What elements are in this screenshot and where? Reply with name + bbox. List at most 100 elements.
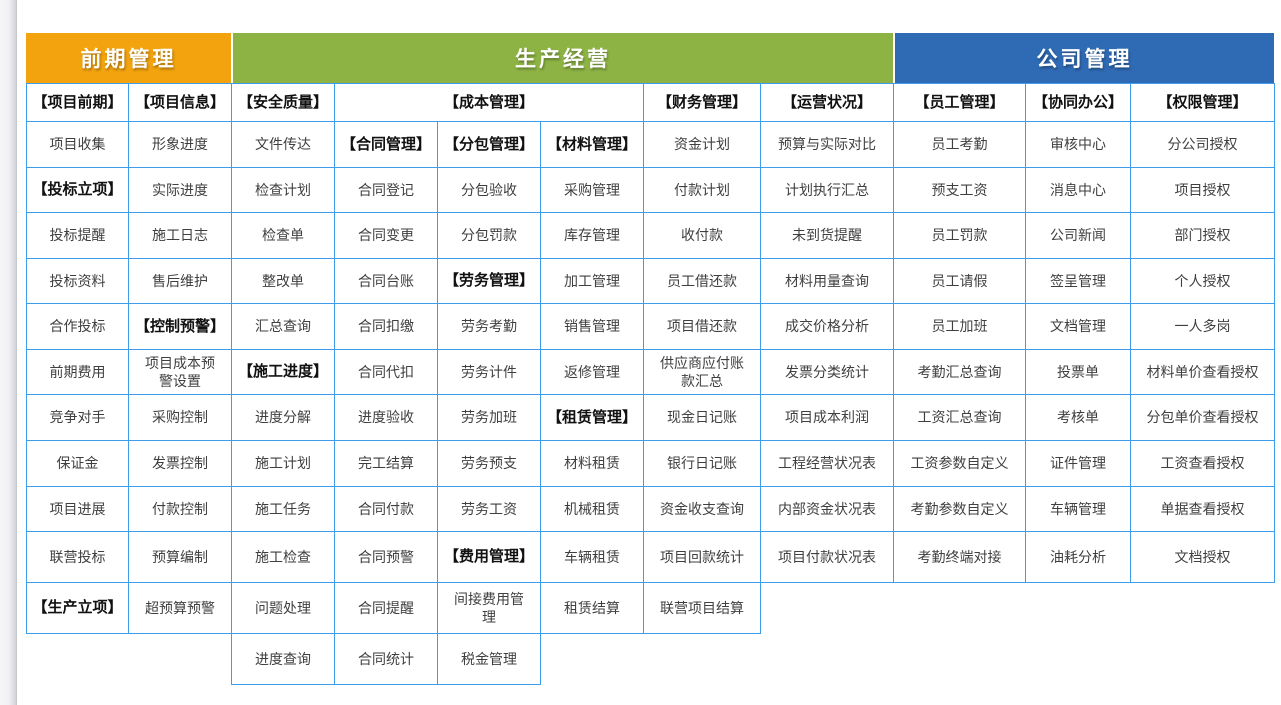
menu-item-cell[interactable]: 项目付款状况表 (760, 531, 894, 583)
menu-item-cell[interactable]: 项目回款统计 (643, 531, 761, 583)
menu-item-cell[interactable]: 劳务加班 (437, 394, 541, 441)
menu-item-cell[interactable]: 付款计划 (643, 167, 761, 213)
menu-item-cell[interactable]: 发票分类统计 (760, 349, 894, 395)
menu-item-cell[interactable]: 销售管理 (540, 303, 644, 350)
menu-item-cell[interactable]: 合同统计 (334, 633, 438, 685)
menu-item-cell[interactable]: 考勤汇总查询 (893, 349, 1026, 395)
menu-item-cell[interactable]: 考勤参数自定义 (893, 486, 1026, 532)
menu-item-cell[interactable]: 收付款 (643, 212, 761, 259)
menu-item-cell[interactable]: 工资查看授权 (1130, 440, 1275, 487)
menu-item-cell[interactable]: 合同付款 (334, 486, 438, 532)
menu-item-cell[interactable]: 材料租赁 (540, 440, 644, 487)
menu-item-cell[interactable]: 工资参数自定义 (893, 440, 1026, 487)
menu-item-cell[interactable]: 个人授权 (1130, 258, 1275, 304)
menu-item-cell[interactable]: 进度验收 (334, 394, 438, 441)
menu-item-cell[interactable]: 现金日记账 (643, 394, 761, 441)
menu-item-cell[interactable]: 油耗分析 (1025, 531, 1131, 583)
menu-item-cell[interactable]: 考核单 (1025, 394, 1131, 441)
menu-item-cell[interactable]: 检查单 (231, 212, 335, 259)
menu-item-cell[interactable]: 保证金 (26, 440, 129, 487)
menu-item-cell[interactable]: 合同登记 (334, 167, 438, 213)
menu-item-cell[interactable]: 预算与实际对比 (760, 121, 894, 168)
menu-item-cell[interactable]: 问题处理 (231, 582, 335, 634)
menu-item-cell[interactable]: 施工计划 (231, 440, 335, 487)
menu-item-cell[interactable]: 员工借还款 (643, 258, 761, 304)
menu-item-cell[interactable]: 整改单 (231, 258, 335, 304)
menu-item-cell[interactable]: 间接费用管理 (437, 582, 541, 634)
menu-item-cell[interactable]: 未到货提醒 (760, 212, 894, 259)
menu-item-cell[interactable]: 投标资料 (26, 258, 129, 304)
menu-item-cell[interactable]: 联营项目结算 (643, 582, 761, 634)
menu-item-cell[interactable]: 项目收集 (26, 121, 129, 168)
menu-item-cell[interactable]: 税金管理 (437, 633, 541, 685)
menu-item-cell[interactable]: 一人多岗 (1130, 303, 1275, 350)
menu-item-cell[interactable]: 车辆管理 (1025, 486, 1131, 532)
menu-item-cell[interactable]: 采购管理 (540, 167, 644, 213)
menu-item-cell[interactable]: 施工日志 (128, 212, 232, 259)
menu-item-cell[interactable]: 材料单价查看授权 (1130, 349, 1275, 395)
menu-item-cell[interactable]: 签呈管理 (1025, 258, 1131, 304)
menu-item-cell[interactable]: 审核中心 (1025, 121, 1131, 168)
menu-item-cell[interactable]: 劳务计件 (437, 349, 541, 395)
menu-item-cell[interactable]: 分包罚款 (437, 212, 541, 259)
menu-item-cell[interactable]: 文档授权 (1130, 531, 1275, 583)
menu-item-cell[interactable]: 加工管理 (540, 258, 644, 304)
menu-item-cell[interactable]: 项目借还款 (643, 303, 761, 350)
menu-item-cell[interactable]: 文档管理 (1025, 303, 1131, 350)
menu-item-cell[interactable]: 合作投标 (26, 303, 129, 350)
menu-item-cell[interactable]: 考勤终端对接 (893, 531, 1026, 583)
menu-item-cell[interactable]: 联营投标 (26, 531, 129, 583)
menu-item-cell[interactable]: 银行日记账 (643, 440, 761, 487)
menu-item-cell[interactable]: 竞争对手 (26, 394, 129, 441)
menu-item-cell[interactable]: 付款控制 (128, 486, 232, 532)
menu-item-cell[interactable]: 成交价格分析 (760, 303, 894, 350)
menu-item-cell[interactable]: 部门授权 (1130, 212, 1275, 259)
menu-item-cell[interactable]: 材料用量查询 (760, 258, 894, 304)
menu-item-cell[interactable]: 合同预警 (334, 531, 438, 583)
menu-item-cell[interactable]: 机械租赁 (540, 486, 644, 532)
menu-item-cell[interactable]: 项目进展 (26, 486, 129, 532)
menu-item-cell[interactable]: 汇总查询 (231, 303, 335, 350)
menu-item-cell[interactable]: 施工任务 (231, 486, 335, 532)
menu-item-cell[interactable]: 施工检查 (231, 531, 335, 583)
menu-item-cell[interactable]: 员工请假 (893, 258, 1026, 304)
menu-item-cell[interactable]: 文件传达 (231, 121, 335, 168)
menu-item-cell[interactable]: 工程经营状况表 (760, 440, 894, 487)
menu-item-cell[interactable]: 合同提醒 (334, 582, 438, 634)
menu-item-cell[interactable]: 项目成本预警设置 (128, 349, 232, 395)
menu-item-cell[interactable]: 合同代扣 (334, 349, 438, 395)
menu-item-cell[interactable]: 合同变更 (334, 212, 438, 259)
menu-item-cell[interactable]: 分包验收 (437, 167, 541, 213)
menu-item-cell[interactable]: 劳务考勤 (437, 303, 541, 350)
menu-item-cell[interactable]: 员工加班 (893, 303, 1026, 350)
menu-item-cell[interactable]: 进度查询 (231, 633, 335, 685)
menu-item-cell[interactable]: 资金收支查询 (643, 486, 761, 532)
menu-item-cell[interactable]: 员工罚款 (893, 212, 1026, 259)
menu-item-cell[interactable]: 证件管理 (1025, 440, 1131, 487)
menu-item-cell[interactable]: 返修管理 (540, 349, 644, 395)
menu-item-cell[interactable]: 预支工资 (893, 167, 1026, 213)
menu-item-cell[interactable]: 供应商应付账款汇总 (643, 349, 761, 395)
menu-item-cell[interactable]: 超预算预警 (128, 582, 232, 634)
menu-item-cell[interactable]: 分公司授权 (1130, 121, 1275, 168)
menu-item-cell[interactable]: 检查计划 (231, 167, 335, 213)
menu-item-cell[interactable]: 计划执行汇总 (760, 167, 894, 213)
menu-item-cell[interactable]: 项目成本利润 (760, 394, 894, 441)
menu-item-cell[interactable]: 合同扣缴 (334, 303, 438, 350)
menu-item-cell[interactable]: 公司新闻 (1025, 212, 1131, 259)
menu-item-cell[interactable]: 租赁结算 (540, 582, 644, 634)
menu-item-cell[interactable]: 工资汇总查询 (893, 394, 1026, 441)
menu-item-cell[interactable]: 单据查看授权 (1130, 486, 1275, 532)
menu-item-cell[interactable]: 投票单 (1025, 349, 1131, 395)
menu-item-cell[interactable]: 形象进度 (128, 121, 232, 168)
menu-item-cell[interactable]: 前期费用 (26, 349, 129, 395)
menu-item-cell[interactable]: 采购控制 (128, 394, 232, 441)
menu-item-cell[interactable]: 资金计划 (643, 121, 761, 168)
menu-item-cell[interactable]: 员工考勤 (893, 121, 1026, 168)
menu-item-cell[interactable]: 发票控制 (128, 440, 232, 487)
menu-item-cell[interactable]: 实际进度 (128, 167, 232, 213)
menu-item-cell[interactable]: 劳务工资 (437, 486, 541, 532)
menu-item-cell[interactable]: 车辆租赁 (540, 531, 644, 583)
menu-item-cell[interactable]: 库存管理 (540, 212, 644, 259)
menu-item-cell[interactable]: 内部资金状况表 (760, 486, 894, 532)
